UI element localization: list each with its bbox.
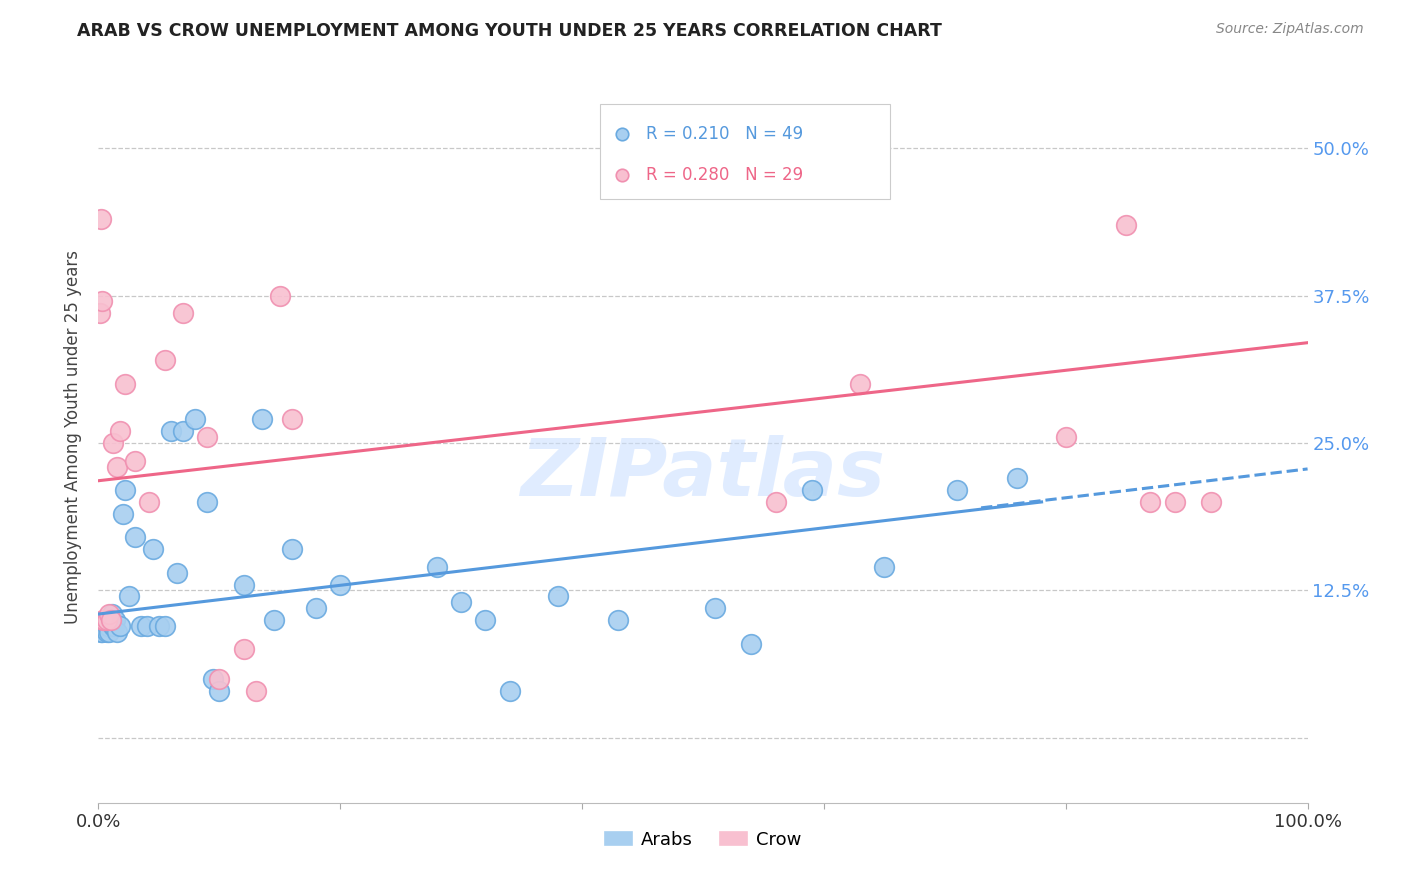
- Point: [111, 507, 134, 521]
- Point: [184, 412, 207, 426]
- Point: [1115, 218, 1137, 232]
- Point: [153, 353, 176, 368]
- Text: Source: ZipAtlas.com: Source: ZipAtlas.com: [1216, 22, 1364, 37]
- Text: ARAB VS CROW UNEMPLOYMENT AMONG YOUTH UNDER 25 YEARS CORRELATION CHART: ARAB VS CROW UNEMPLOYMENT AMONG YOUTH UN…: [77, 22, 942, 40]
- Point: [138, 495, 160, 509]
- FancyBboxPatch shape: [600, 104, 890, 200]
- Point: [281, 542, 304, 557]
- Point: [90, 211, 112, 226]
- Y-axis label: Unemployment Among Youth under 25 years: Unemployment Among Youth under 25 years: [65, 250, 83, 624]
- Point: [101, 619, 124, 633]
- Point: [90, 624, 112, 639]
- Point: [94, 613, 117, 627]
- Point: [97, 619, 120, 633]
- Point: [946, 483, 969, 498]
- Point: [108, 424, 131, 438]
- Point: [108, 619, 131, 633]
- Point: [91, 624, 114, 639]
- Point: [124, 530, 146, 544]
- Point: [765, 495, 787, 509]
- Point: [160, 424, 183, 438]
- Text: R = 0.280   N = 29: R = 0.280 N = 29: [647, 166, 803, 185]
- Point: [1054, 430, 1077, 444]
- Point: [208, 683, 231, 698]
- Point: [148, 619, 170, 633]
- Point: [91, 294, 114, 309]
- Point: [263, 613, 285, 627]
- Point: [124, 453, 146, 467]
- Point: [104, 613, 127, 627]
- Point: [450, 595, 472, 609]
- Text: R = 0.210   N = 49: R = 0.210 N = 49: [647, 125, 803, 143]
- Point: [98, 624, 121, 639]
- Point: [607, 613, 630, 627]
- Point: [100, 613, 122, 627]
- Point: [474, 613, 496, 627]
- Point: [1199, 495, 1222, 509]
- Point: [118, 590, 141, 604]
- Point: [547, 590, 569, 604]
- Legend: Arabs, Crow: Arabs, Crow: [598, 823, 808, 856]
- Point: [98, 607, 121, 621]
- Point: [91, 613, 114, 627]
- Point: [232, 577, 254, 591]
- Point: [800, 483, 823, 498]
- Point: [305, 601, 328, 615]
- Point: [166, 566, 188, 580]
- Point: [873, 559, 896, 574]
- Point: [135, 619, 157, 633]
- Point: [740, 636, 762, 650]
- Point: [172, 306, 194, 320]
- Point: [100, 607, 122, 621]
- Point: [129, 619, 152, 633]
- Point: [498, 683, 520, 698]
- Point: [1139, 495, 1161, 509]
- Point: [105, 624, 128, 639]
- Point: [114, 483, 136, 498]
- Point: [1163, 495, 1185, 509]
- Point: [704, 601, 727, 615]
- Point: [208, 672, 231, 686]
- Point: [1007, 471, 1029, 485]
- Point: [101, 436, 124, 450]
- Point: [195, 495, 218, 509]
- Point: [245, 683, 267, 698]
- Point: [105, 459, 128, 474]
- Point: [153, 619, 176, 633]
- Point: [195, 430, 218, 444]
- Point: [91, 619, 114, 633]
- Point: [100, 613, 122, 627]
- Point: [89, 306, 111, 320]
- Point: [96, 613, 118, 627]
- Point: [114, 376, 136, 391]
- Point: [269, 288, 291, 302]
- Point: [202, 672, 225, 686]
- Point: [232, 642, 254, 657]
- Point: [329, 577, 352, 591]
- Point: [281, 412, 304, 426]
- Point: [250, 412, 273, 426]
- Point: [426, 559, 449, 574]
- Point: [96, 624, 118, 639]
- Point: [93, 619, 115, 633]
- Point: [93, 613, 115, 627]
- Text: ZIPatlas: ZIPatlas: [520, 434, 886, 513]
- Point: [103, 619, 125, 633]
- Point: [849, 376, 872, 391]
- Point: [172, 424, 194, 438]
- Point: [142, 542, 165, 557]
